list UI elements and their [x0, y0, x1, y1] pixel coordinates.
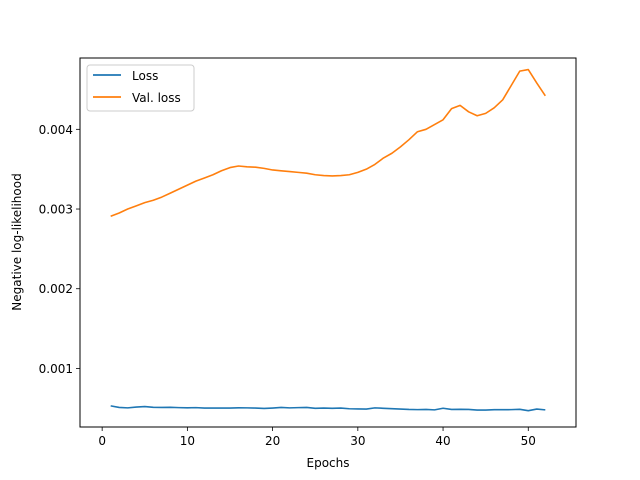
y-tick-label: 0.003 — [39, 203, 73, 217]
x-tick-label: 40 — [435, 434, 450, 448]
legend-label-val-loss: Val. loss — [132, 91, 181, 105]
x-tick-label: 30 — [350, 434, 365, 448]
y-tick-label: 0.004 — [39, 123, 73, 137]
x-tick-label: 20 — [265, 434, 280, 448]
series-layer — [110, 68, 546, 412]
x-axis-label: Epochs — [307, 456, 350, 470]
y-tick-label: 0.002 — [39, 282, 73, 296]
series-line-loss — [110, 405, 546, 412]
x-tick-label: 0 — [98, 434, 106, 448]
y-tick-label: 0.001 — [39, 362, 73, 376]
x-ticks: 0 10 20 30 40 50 — [98, 427, 536, 448]
legend-label-loss: Loss — [132, 69, 158, 83]
x-tick-label: 50 — [521, 434, 536, 448]
legend-box — [86, 64, 195, 112]
y-ticks: 0.001 0.002 0.003 0.004 — [39, 123, 80, 376]
x-tick-label: 10 — [180, 434, 195, 448]
plot-frame — [79, 57, 577, 428]
legend: Loss Val. loss — [86, 64, 195, 112]
series-line-val-loss — [110, 68, 546, 217]
y-axis-label: Negative log-likelihood — [10, 173, 24, 310]
